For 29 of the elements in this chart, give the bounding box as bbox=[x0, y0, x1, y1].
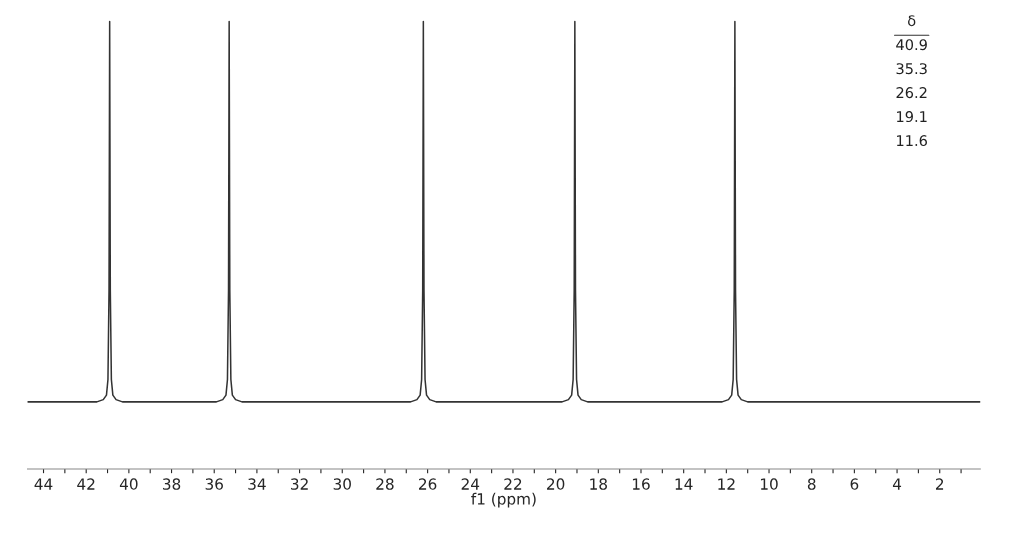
annotation: 26.2 bbox=[896, 87, 927, 99]
x-tick-label: 34 bbox=[248, 478, 266, 490]
x-tick-label: 22 bbox=[504, 478, 522, 490]
x-tick-label: 30 bbox=[333, 478, 351, 490]
x-tick-label: 6 bbox=[850, 478, 859, 490]
x-tick-label: 10 bbox=[760, 478, 778, 490]
x-tick-label: 26 bbox=[419, 478, 437, 490]
x-tick-label: 4 bbox=[892, 478, 902, 490]
x-tick-label: 20 bbox=[547, 478, 565, 490]
x-tick-label: 42 bbox=[77, 478, 95, 490]
x-tick-label: 14 bbox=[675, 478, 693, 490]
annotation: 40.9 bbox=[896, 39, 927, 51]
x-axis-title: f1 (ppm) bbox=[471, 492, 536, 508]
x-tick-label: 28 bbox=[376, 478, 394, 490]
annotation: 19.1 bbox=[897, 111, 927, 123]
annotation: 11.6 bbox=[897, 135, 927, 147]
annotation: 35.3 bbox=[896, 63, 927, 75]
annotation: δ bbox=[908, 15, 916, 27]
x-tick-label: 8 bbox=[807, 478, 816, 490]
x-tick-label: 32 bbox=[291, 478, 308, 490]
x-tick-label: 24 bbox=[461, 478, 480, 490]
x-tick-label: 16 bbox=[632, 478, 650, 490]
x-tick-label: 40 bbox=[119, 478, 138, 490]
x-tick-label: 12 bbox=[718, 478, 735, 490]
x-tick-label: 38 bbox=[162, 478, 181, 490]
x-tick-label: 44 bbox=[34, 478, 53, 490]
x-tick-label: 2 bbox=[935, 478, 944, 490]
x-tick-label: 18 bbox=[590, 478, 607, 490]
x-tick-label: 36 bbox=[205, 478, 223, 490]
